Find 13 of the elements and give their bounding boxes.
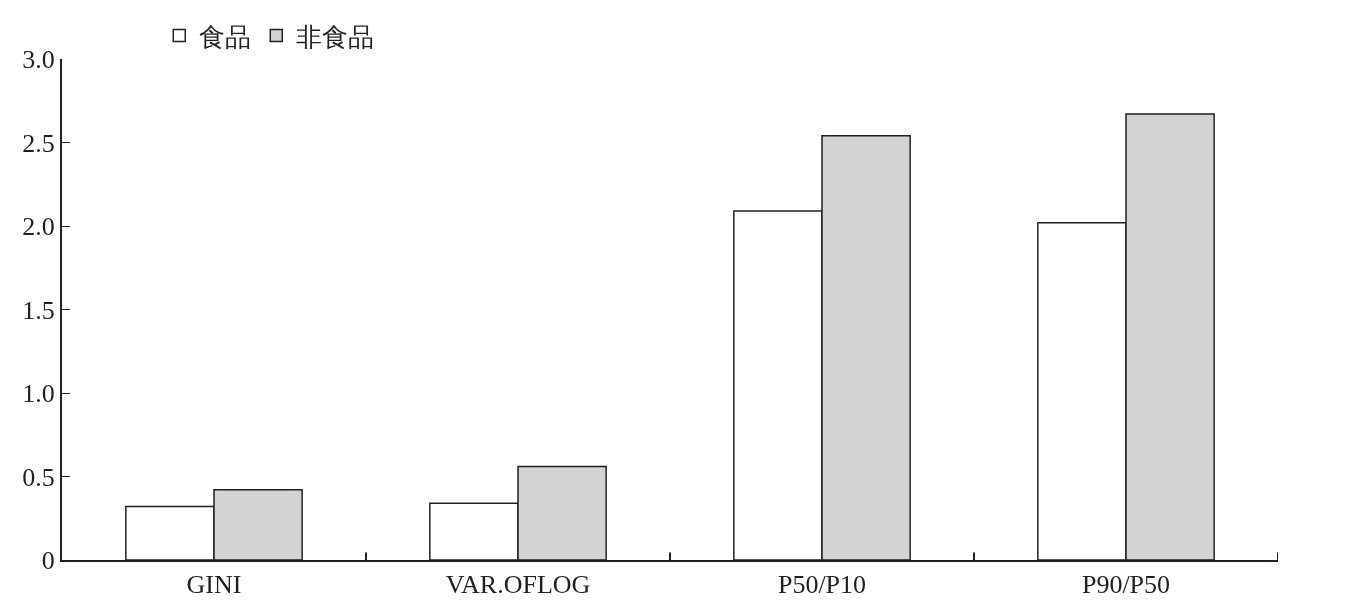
y-tick-label: 1.0 bbox=[22, 379, 55, 409]
y-tick-label: 2.5 bbox=[22, 128, 55, 158]
x-tick-label: GINI bbox=[186, 570, 242, 600]
y-tick-label: 0.5 bbox=[22, 462, 55, 492]
y-tick-label: 1.5 bbox=[22, 295, 55, 325]
legend-label: 食品 bbox=[199, 22, 252, 52]
y-tick-label: 3.0 bbox=[22, 45, 55, 75]
x-tick-label: P90/P50 bbox=[1081, 570, 1171, 600]
y-tick-label: 2.0 bbox=[22, 212, 55, 242]
x-tick-label: VAR.OFLOG bbox=[445, 570, 591, 600]
x-tick-label: P50/P10 bbox=[777, 570, 867, 600]
legend-label: 非食品 bbox=[296, 22, 375, 52]
y-tick-label: 0 bbox=[41, 546, 55, 576]
